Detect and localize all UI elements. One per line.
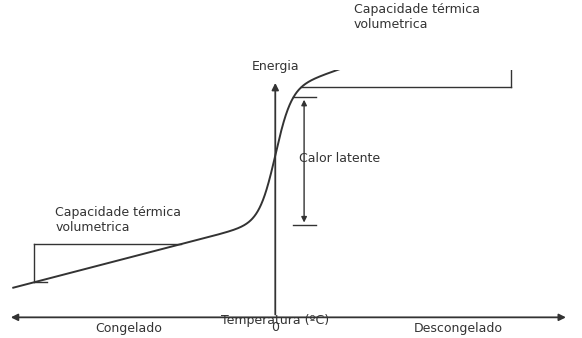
Text: Capacidade térmica
volumetrica: Capacidade térmica volumetrica — [354, 3, 480, 31]
Text: Temperatura (ºC): Temperatura (ºC) — [221, 314, 329, 327]
Text: Calor latente: Calor latente — [299, 152, 380, 165]
Text: Capacidade térmica
volumetrica: Capacidade térmica volumetrica — [55, 206, 181, 234]
Text: Descongelado: Descongelado — [414, 322, 503, 335]
Text: 0: 0 — [271, 321, 279, 334]
Text: Energia: Energia — [251, 60, 299, 73]
Text: Congelado: Congelado — [95, 322, 162, 335]
